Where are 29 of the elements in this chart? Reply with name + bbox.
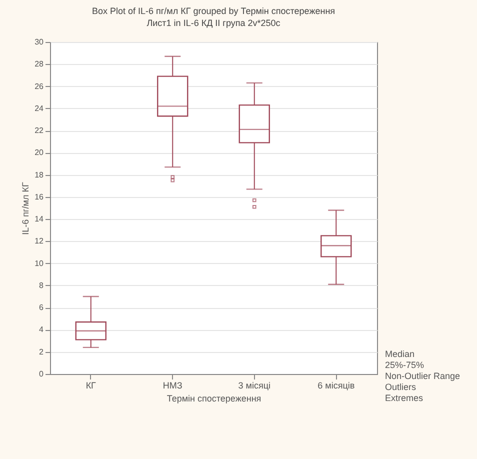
y-axis-title: IL-6 пг/мл КГ (20, 182, 31, 235)
y-tick-label: 30 (34, 38, 44, 46)
x-axis-title: Термін спостереження (166, 394, 262, 404)
y-tick-label: 26 (34, 82, 44, 91)
x-tick-label: 6 місяців (318, 380, 355, 390)
y-tick-label: 10 (34, 258, 44, 268)
text: Median (385, 349, 415, 359)
x-tick-label: 3 місяці (238, 380, 270, 390)
x-tick-label: НМЗ (162, 380, 182, 390)
y-tick-label: 4 (39, 325, 44, 334)
y-tick-label: 16 (34, 192, 44, 202)
x-tick-label: КГ (86, 380, 96, 390)
text: 25%-75% (385, 360, 424, 370)
text: Non-Outlier Range (385, 371, 460, 381)
y-tick-label: 22 (34, 126, 44, 136)
text: Outliers (385, 382, 417, 392)
y-tick-label: 20 (34, 148, 44, 158)
y-tick-label: 24 (34, 104, 44, 113)
y-tick-label: 8 (39, 280, 44, 290)
y-tick-label: 2 (39, 347, 44, 356)
y-tick-label: 14 (34, 214, 44, 224)
y-tick-label: 18 (34, 170, 44, 180)
y-tick-label: 6 (39, 303, 44, 312)
text: Extremes (385, 393, 424, 403)
chart-subtitle: Лист1 in IL-6 КД II група 2v*250c (146, 18, 281, 28)
y-tick-label: 0 (39, 370, 44, 378)
chart-title: Box Plot of IL-6 пг/мл КГ grouped by Термін спостереження (92, 6, 336, 16)
y-tick-label: 28 (34, 60, 44, 69)
y-tick-label: 12 (34, 236, 44, 246)
